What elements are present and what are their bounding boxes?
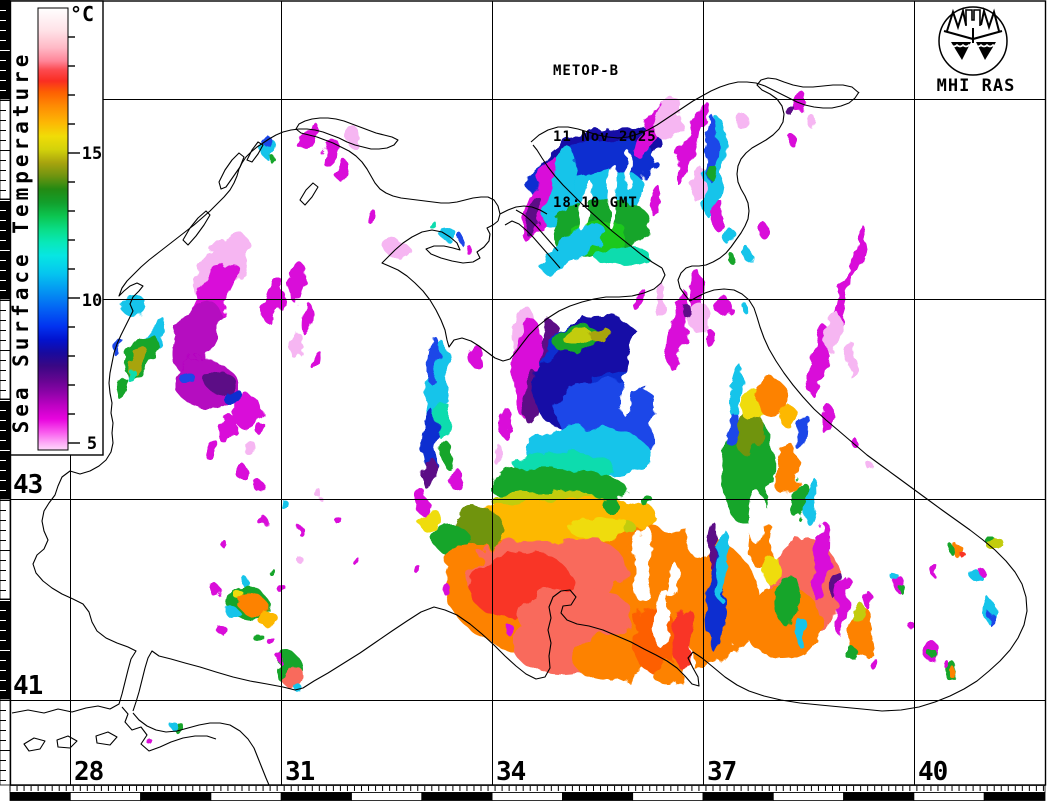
- organization-label: MHI RAS: [936, 76, 1016, 96]
- lon-label-28: 28: [74, 757, 104, 787]
- lon-label-31: 31: [285, 757, 315, 787]
- lon-label-34: 34: [496, 757, 526, 787]
- colorbar-title: Sea Surface Temperature: [9, 50, 33, 434]
- colorbar-ticks: [68, 36, 80, 444]
- coastline-layer: [11, 77, 1028, 786]
- longitude-ruler: [9, 785, 1046, 801]
- colorbar-tick-5: 5: [86, 434, 98, 454]
- acquisition-date: 11 Nov 2025: [553, 129, 657, 145]
- colorbar-unit-label: °C: [70, 2, 95, 26]
- colorbar-tick-15: 15: [81, 144, 103, 164]
- header-info: METOP-B 11 Nov 2025 18:10 GMT: [553, 16, 657, 258]
- colorbar: [9, 0, 104, 456]
- lat-label-41: 41: [13, 671, 43, 701]
- graticule-grid: [10, 1, 1045, 785]
- colorbar-tick-10: 10: [81, 291, 103, 311]
- acquisition-time: 18:10 GMT: [553, 195, 638, 211]
- lon-label-40: 40: [918, 757, 948, 787]
- sst-data-field: [113, 89, 1005, 745]
- satellite-name: METOP-B: [553, 63, 620, 79]
- lon-label-37: 37: [707, 757, 737, 787]
- mhi-ras-logo-icon: [938, 6, 1008, 76]
- lat-label-43: 43: [13, 470, 43, 500]
